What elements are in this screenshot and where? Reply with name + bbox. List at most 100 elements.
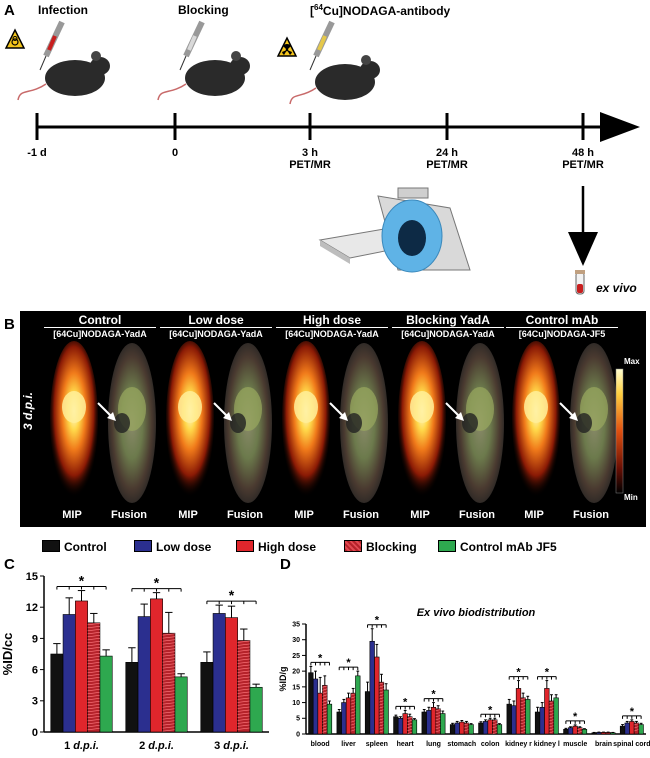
significance-star: * (488, 704, 493, 716)
x-tick-label: 2 d.p.i. (139, 740, 174, 752)
tube-icon (575, 270, 585, 295)
fusion-image-3 (340, 343, 388, 503)
significance-star: * (516, 667, 521, 679)
bar (137, 616, 151, 733)
fusion-image-1 (108, 343, 156, 503)
legend-swatch (42, 540, 60, 552)
group-head-low-dose: Low dose [64Cu]NODAGA-YadA (160, 313, 272, 340)
legend-swatch (344, 540, 362, 552)
mip-image-1 (50, 341, 98, 497)
tick-48h: 48 h PET/MR (562, 147, 604, 171)
mip-image-5 (512, 341, 560, 497)
syringe-icon-1 (39, 20, 65, 71)
y-tick-label: 15 (26, 571, 38, 583)
organ-arrow-1 (97, 402, 116, 421)
bar (624, 722, 630, 735)
bar (383, 689, 389, 735)
significance-star: * (403, 696, 408, 708)
footer-mip-5: MIP (524, 509, 544, 521)
bar (364, 691, 371, 735)
fusion-image-4 (456, 343, 504, 503)
bar (567, 727, 574, 735)
bar (610, 732, 616, 735)
label-antibody: [64Cu]NODAGA-antibody (310, 3, 451, 18)
x-tick-label: colon (481, 741, 500, 748)
significance-star: * (573, 711, 578, 723)
y-tick-label: 10 (292, 700, 300, 707)
mouse-icon-2 (157, 51, 250, 101)
mip-image-2 (166, 341, 214, 497)
mip-image-4 (398, 341, 446, 497)
pet-mr-scanner-icon (318, 187, 471, 273)
bar (411, 719, 418, 735)
y-tick-label: 15 (292, 684, 300, 691)
tick-24h: 24 h PET/MR (426, 147, 468, 171)
significance-star: * (154, 575, 160, 591)
footer-mip-2: MIP (178, 509, 198, 521)
bar (515, 688, 522, 735)
organ-arrow-2 (213, 402, 232, 421)
group-head-control: Control [64Cu]NODAGA-YadA (44, 313, 156, 340)
bar (506, 703, 512, 735)
panel-b-images: 3 d.p.i. Max Min Control [64Cu]NODAGA-Yad… (20, 311, 646, 527)
y-tick-label: 6 (32, 664, 38, 676)
tick-minus1d: -1 d (27, 147, 47, 159)
x-tick-label: stomach (447, 741, 476, 748)
x-tick-label: kidney r (505, 741, 532, 748)
y-axis-label: %ID/g (278, 666, 288, 691)
bar (407, 716, 413, 735)
bar (581, 728, 588, 735)
bar (355, 675, 361, 735)
footer-mip-1: MIP (62, 509, 82, 521)
bar (440, 713, 446, 735)
organ-arrow-5 (559, 402, 578, 421)
bar (496, 724, 503, 735)
bar (430, 706, 437, 735)
organ-arrow-4 (445, 402, 464, 421)
bar (421, 711, 427, 735)
bar (99, 655, 113, 733)
bar (125, 662, 139, 733)
y-tick-label: 9 (32, 633, 38, 645)
legend-item-high-dose: High dose (236, 540, 316, 554)
bar (619, 725, 626, 735)
legend-item-blocking: Blocking (344, 540, 417, 554)
legend-swatch (134, 540, 152, 552)
bar (478, 722, 484, 735)
x-tick-label: spleen (366, 741, 388, 748)
x-tick-label: 3 d.p.i. (214, 740, 249, 752)
y-tick-label: 5 (296, 716, 300, 723)
footer-mip-4: MIP (410, 509, 430, 521)
bar (629, 721, 635, 735)
chart-title: Ex vivo biodistribution (417, 607, 536, 619)
bar (600, 732, 607, 735)
scale-min-label: Min (624, 493, 638, 502)
biohazard-icon (4, 28, 26, 49)
bar (397, 717, 404, 735)
panel-letter-a: A (4, 2, 15, 19)
significance-star: * (630, 706, 635, 718)
bar (572, 725, 578, 735)
tick-3h: 3 h PET/MR (289, 147, 331, 171)
group-head-high-dose: High dose [64Cu]NODAGA-YadA (276, 313, 388, 340)
bar (487, 719, 493, 735)
timeline-arrowhead (600, 112, 640, 142)
x-tick-label: 1 d.p.i. (64, 740, 99, 752)
bar (317, 692, 323, 735)
panel-letter-c: C (4, 556, 15, 573)
x-tick-label: lung (426, 741, 441, 748)
significance-star: * (346, 657, 351, 669)
y-tick-label: 0 (32, 727, 38, 739)
mouse-icon-3 (289, 55, 380, 105)
significance-star: * (375, 615, 380, 627)
y-tick-label: 3 (32, 696, 38, 708)
bar (563, 728, 569, 735)
organ-arrow-3 (329, 402, 348, 421)
y-tick-label: 35 (292, 621, 300, 628)
bar (249, 686, 263, 733)
chart-c: 0 3 6 9 12 15 %ID/cc * 1 d.p.i. * 2 d.p.i. * 3 d.p.i… (0, 571, 269, 752)
significance-star: * (229, 587, 235, 603)
bar (308, 672, 314, 735)
bar (374, 656, 380, 735)
syringe-icon-3 (309, 20, 335, 71)
